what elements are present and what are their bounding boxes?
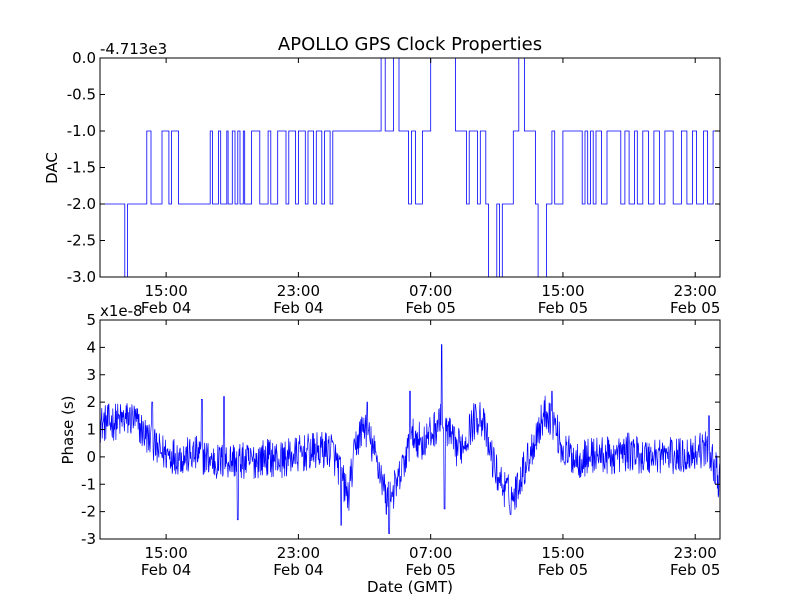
- phase-x-tick-date-label: Feb 04: [141, 561, 191, 579]
- dac-y-tick-label: -2.5: [67, 232, 96, 250]
- phase-y-tick-label: -3: [81, 530, 96, 548]
- phase-y-tick-label: 3: [86, 366, 96, 384]
- dac-y-tick-label: -1.5: [67, 159, 96, 177]
- dac-plot-area: [100, 58, 720, 277]
- dac-y-tick-label: -3.0: [67, 268, 96, 286]
- phase-offset-label: x1e-8: [100, 302, 143, 320]
- dac-y-tick-label: -0.5: [67, 86, 96, 104]
- dac-x-tick-date-label: Feb 05: [405, 299, 455, 317]
- dac-y-axis-label: DAC: [43, 152, 61, 184]
- phase-y-tick-label: -2: [81, 503, 96, 521]
- dac-series-line: [100, 58, 720, 277]
- dac-offset-label: -4.713e3: [100, 40, 167, 58]
- phase-y-tick-label: 4: [86, 338, 96, 356]
- dac-x-tick-date-label: Feb 05: [538, 299, 588, 317]
- dac-y-tick-label: 0.0: [72, 49, 96, 67]
- phase-axes-frame: [99, 319, 721, 540]
- phase-x-tick-time-label: 15:00: [541, 544, 584, 562]
- phase-y-tick-label: 2: [86, 393, 96, 411]
- dac-x-tick-date-label: Feb 04: [141, 299, 191, 317]
- phase-x-tick-time-label: 07:00: [409, 544, 452, 562]
- phase-x-tick-date-label: Feb 05: [670, 561, 720, 579]
- dac-y-tick-label: -1.0: [67, 122, 96, 140]
- phase-series-line: [100, 344, 720, 534]
- phase-y-axis-label: Phase (s): [59, 395, 77, 464]
- dac-series-layer: [100, 58, 720, 277]
- dac-y-tick-label: -2.0: [67, 195, 96, 213]
- phase-series-layer: [100, 344, 720, 534]
- phase-plot-area: [100, 320, 720, 539]
- phase-y-tick-label: 1: [86, 421, 96, 439]
- phase-x-tick-time-label: 23:00: [674, 544, 717, 562]
- dac-x-tick-date-label: Feb 05: [670, 299, 720, 317]
- dac-x-tick-time-label: 15:00: [145, 282, 188, 300]
- phase-x-axis-label: Date (GMT): [367, 578, 453, 596]
- phase-x-tick-time-label: 23:00: [277, 544, 320, 562]
- phase-y-tick-label: 5: [86, 311, 96, 329]
- dac-axes-frame: [99, 57, 721, 278]
- phase-y-tick-label: -1: [81, 475, 96, 493]
- dac-x-tick-time-label: 23:00: [674, 282, 717, 300]
- dac-x-tick-time-label: 07:00: [409, 282, 452, 300]
- dac-x-tick-time-label: 15:00: [541, 282, 584, 300]
- phase-y-tick-label: 0: [86, 448, 96, 466]
- dac-x-tick-date-label: Feb 04: [273, 299, 323, 317]
- phase-x-tick-date-label: Feb 05: [538, 561, 588, 579]
- figure-title: APOLLO GPS Clock Properties: [278, 34, 542, 55]
- dac-x-tick-time-label: 23:00: [277, 282, 320, 300]
- phase-x-tick-date-label: Feb 04: [273, 561, 323, 579]
- phase-x-tick-date-label: Feb 05: [405, 561, 455, 579]
- phase-x-tick-time-label: 15:00: [145, 544, 188, 562]
